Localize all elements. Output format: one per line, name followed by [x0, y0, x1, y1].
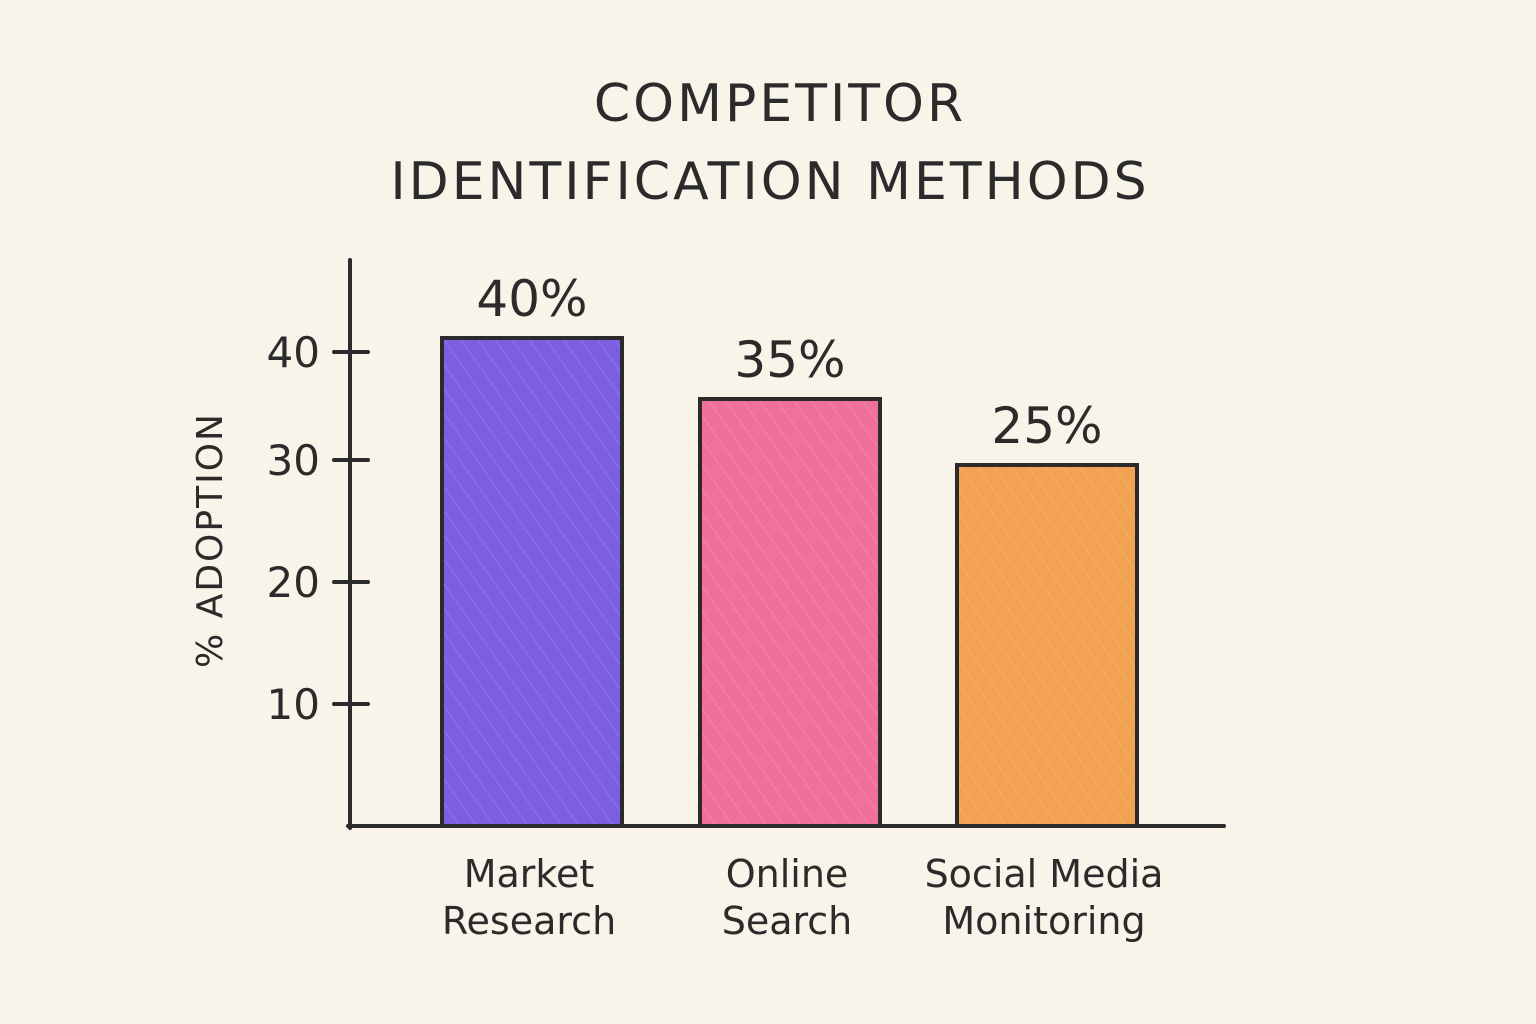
chart-title-line-2: IDENTIFICATION METHODS [390, 152, 1150, 212]
y-tick-label-2: 30 [267, 436, 320, 485]
data-label-2: 25% [991, 397, 1102, 455]
x-tick-label-1-1: Search [722, 899, 853, 943]
chart-title-line-1: COMPETITOR [593, 74, 967, 134]
bars [440, 336, 1139, 828]
bar-texture-2 [959, 467, 1135, 824]
bar-texture-1 [702, 401, 878, 824]
y-tick-label-3: 40 [267, 328, 320, 377]
data-label-1: 35% [734, 331, 845, 389]
x-tick-label-1-0: Online [726, 852, 849, 896]
data-labels: 40% 35% 25% [476, 270, 1102, 455]
bar-texture-0 [444, 340, 620, 824]
y-axis-ticks: 10 20 30 40 [267, 328, 370, 729]
y-tick-label-1: 20 [267, 558, 320, 607]
x-tick-label-0-0: Market [464, 852, 595, 896]
y-tick-label-0: 10 [267, 680, 320, 729]
y-axis-label: % ADOPTION [190, 412, 231, 668]
x-tick-label-2-0: Social Media [925, 852, 1164, 896]
x-tick-label-0-1: Research [442, 899, 616, 943]
data-label-0: 40% [476, 270, 587, 328]
x-tick-label-2-1: Monitoring [942, 899, 1145, 943]
